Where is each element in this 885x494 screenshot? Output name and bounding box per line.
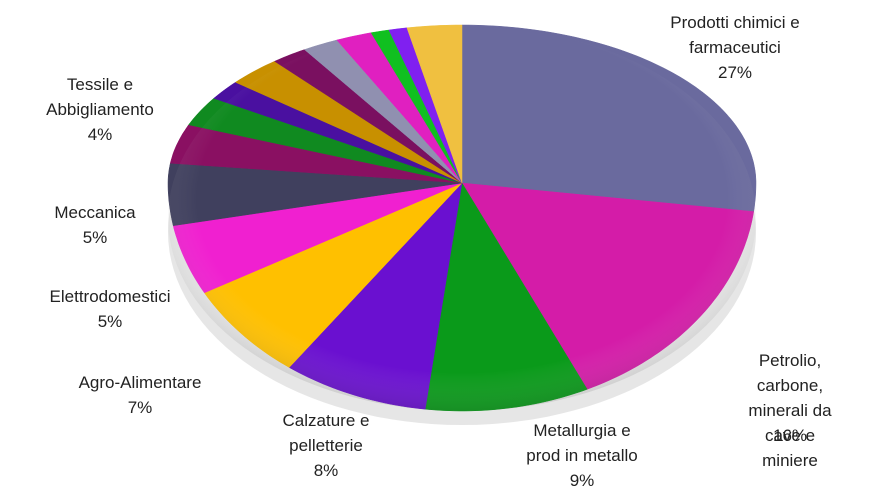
slice-label: Petrolio, carbone, minerali da cave e mi… (748, 351, 832, 470)
slice-label: 5% (82, 228, 108, 247)
slice-label: 27% (717, 63, 753, 82)
slice-label: Metallurgia e prod in metallo (526, 421, 638, 465)
slice-label: Meccanica (54, 203, 136, 222)
slice-label: 5% (97, 312, 123, 331)
slice-label: 9% (569, 471, 595, 490)
slice-label: 16% (772, 426, 808, 445)
slice-label: Elettrodomestici (49, 287, 171, 306)
slice-label: Prodotti chimici e farmaceutici (670, 13, 800, 57)
slice-label: Tessile e Abbigliamento (46, 75, 154, 119)
slice-label: Agro-Alimentare (78, 373, 202, 392)
slice-label: 7% (127, 398, 153, 417)
slice-label: 4% (87, 125, 113, 144)
slice-label: Calzature e pelletterie (282, 411, 370, 455)
slice-label: 8% (313, 461, 339, 480)
